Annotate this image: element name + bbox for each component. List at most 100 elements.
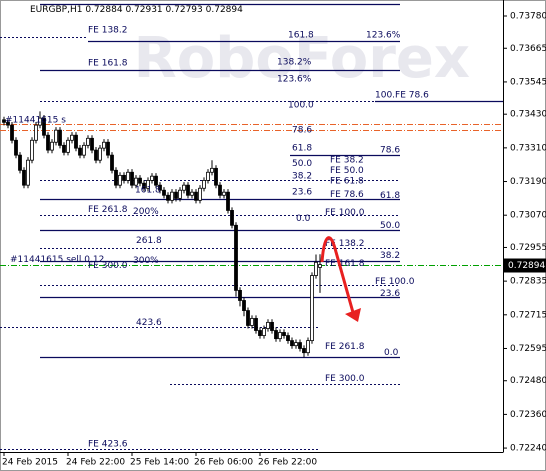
- candle-body: [274, 330, 278, 340]
- fib-label: FE 38.2: [330, 156, 364, 166]
- candle-body: [106, 141, 110, 156]
- candle-body: [186, 184, 190, 196]
- fib-label: 78.6: [292, 126, 312, 136]
- candle-body: [210, 167, 214, 173]
- candle-body: [34, 124, 38, 141]
- last-open: 0.72884: [85, 5, 122, 15]
- fib-label: 78.6: [380, 146, 400, 156]
- candle-body: [70, 134, 74, 141]
- candle-body: [150, 175, 154, 181]
- x-tick-label: 26 Feb 06:00: [194, 458, 253, 468]
- candle-body: [86, 137, 90, 146]
- candle-body: [54, 129, 58, 143]
- y-tick-label: 0.72240: [510, 444, 546, 454]
- candle-body: [102, 141, 106, 149]
- candle-body: [6, 121, 10, 126]
- candle-body: [74, 134, 78, 149]
- fib-label: 50.0: [292, 159, 312, 169]
- y-tick-label: 0.73070: [510, 211, 546, 221]
- candle-body: [234, 224, 238, 291]
- candle-body: [146, 180, 150, 189]
- fib-label: 61.8: [380, 191, 400, 201]
- last-low: 0.72793: [166, 5, 203, 15]
- fib-label: 50.0: [380, 221, 400, 231]
- candle-body: [194, 191, 198, 201]
- candle-body: [30, 139, 34, 161]
- fib-label: 38.2: [292, 172, 312, 182]
- fib-label: 23.6: [292, 188, 312, 198]
- fib-label: #11441615 sell 0.12: [10, 255, 104, 265]
- fib-label: 100.FE 78.6: [375, 91, 429, 101]
- candle-body: [130, 171, 134, 186]
- candle-body: [206, 171, 210, 181]
- candle-body: [94, 149, 98, 161]
- candle-body: [218, 184, 222, 196]
- y-tick-label: 0.72480: [510, 376, 546, 386]
- candle-body: [246, 310, 250, 326]
- candle-body: [262, 328, 266, 336]
- candle-body: [202, 180, 206, 189]
- candle-body: [314, 261, 318, 276]
- y-tick-label: 0.73665: [510, 44, 546, 54]
- fib-label: FE 161.8: [88, 59, 128, 69]
- candle-body: [310, 275, 314, 342]
- y-tick-label: 0.73780: [510, 11, 546, 21]
- candle-body: [2, 119, 6, 123]
- candles: [2, 111, 322, 358]
- fib-label: FE 100.0: [325, 208, 365, 218]
- candle-body: [230, 210, 234, 226]
- fib-label: FE 50.0: [330, 166, 364, 176]
- last-high: 0.72931: [125, 5, 162, 15]
- last-price-box: [504, 258, 546, 273]
- y-tick-label: 0.72360: [510, 410, 546, 420]
- forecast-arrow: [320, 236, 356, 317]
- fib-label: FE 100.0: [375, 277, 415, 287]
- candle-body: [14, 139, 18, 156]
- candle-body: [286, 335, 290, 342]
- fib-label: 161.8: [135, 186, 161, 196]
- candle-body: [58, 129, 62, 146]
- candle-body: [78, 147, 82, 156]
- fib-label: 123.6%: [366, 31, 401, 41]
- y-tick-label: 0.73430: [510, 110, 546, 120]
- fib-label: FE 138.2: [325, 239, 365, 249]
- forecast-arrowhead: [345, 308, 361, 322]
- candle-body: [178, 189, 182, 199]
- fib-label: 261.8: [136, 236, 162, 246]
- candle-body: [10, 124, 14, 141]
- labels: FE 138.2 161.8 123.6% FE 161.8 138.2% 123.6% 1…: [5, 26, 429, 450]
- candle-body: [222, 191, 226, 196]
- fib-label: 161.8: [288, 31, 314, 41]
- candle-body: [294, 342, 298, 347]
- y-tick-label: 0.73545: [510, 77, 546, 87]
- symbol: EURGBP,H1: [30, 5, 82, 15]
- candle-body: [258, 330, 262, 336]
- fib-label: 300%: [133, 256, 159, 266]
- y-tick-label: 0.72835: [510, 277, 546, 287]
- candle-body: [122, 174, 126, 181]
- candle-body: [214, 167, 218, 186]
- fib-label: FE 61.8: [330, 177, 364, 187]
- candle-body: [250, 318, 254, 326]
- candle-body: [238, 289, 242, 301]
- candle-body: [290, 340, 294, 347]
- candle-body: [198, 187, 202, 201]
- candle-body: [190, 191, 194, 196]
- fib-label: 61.8: [292, 144, 312, 154]
- fib-label: FE 423.6: [88, 439, 128, 449]
- y-tick-label: 0.72595: [510, 344, 546, 354]
- candle-body: [254, 318, 258, 331]
- candle-body: [118, 174, 122, 186]
- candle-body: [158, 184, 162, 191]
- fib-label: FE 261.8: [325, 342, 365, 352]
- fib-label: 138.2%: [277, 58, 312, 68]
- fib-label: 100.0: [288, 101, 314, 111]
- fib-label: 123.6%: [277, 75, 312, 85]
- candle-body: [306, 340, 310, 354]
- levels: [0, 3, 503, 450]
- watermark: RoboForex: [134, 26, 470, 91]
- candle-body: [154, 175, 158, 186]
- candle-body: [50, 141, 54, 151]
- candle-body: [282, 332, 286, 336]
